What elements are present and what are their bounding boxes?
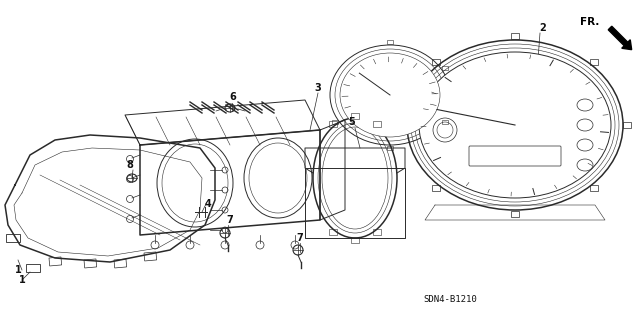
Bar (26, 264, 40, 272)
Bar (590, 59, 598, 65)
Text: 1: 1 (19, 275, 26, 285)
Bar (511, 33, 519, 39)
Bar (351, 237, 359, 243)
Bar (432, 59, 440, 65)
Bar (49, 257, 61, 266)
Bar (144, 252, 157, 261)
Bar (387, 146, 393, 150)
Bar (351, 113, 359, 119)
Bar (6, 234, 20, 242)
Text: 1: 1 (15, 265, 21, 275)
Text: 8: 8 (127, 160, 133, 170)
Bar (442, 67, 447, 70)
Ellipse shape (340, 53, 440, 137)
FancyArrow shape (608, 26, 632, 50)
Bar (329, 121, 337, 127)
Bar (329, 229, 337, 235)
Text: 7: 7 (296, 233, 303, 243)
Bar (332, 119, 339, 124)
Bar (84, 259, 97, 268)
Text: SDN4-B1210: SDN4-B1210 (423, 295, 477, 305)
Ellipse shape (419, 52, 611, 198)
Bar (114, 259, 127, 268)
Text: 4: 4 (205, 199, 211, 209)
Text: FR.: FR. (580, 17, 600, 27)
Text: 5: 5 (349, 117, 355, 127)
Bar (373, 121, 381, 127)
Bar (399, 122, 407, 128)
Bar (387, 40, 393, 44)
Bar (442, 119, 447, 124)
Text: 7: 7 (227, 215, 234, 225)
Bar (373, 229, 381, 235)
Text: 3: 3 (315, 83, 321, 93)
Text: 2: 2 (540, 23, 547, 33)
Text: 6: 6 (230, 92, 236, 102)
Bar (623, 122, 631, 128)
Bar (511, 211, 519, 217)
Bar (432, 185, 440, 191)
Bar (590, 185, 598, 191)
